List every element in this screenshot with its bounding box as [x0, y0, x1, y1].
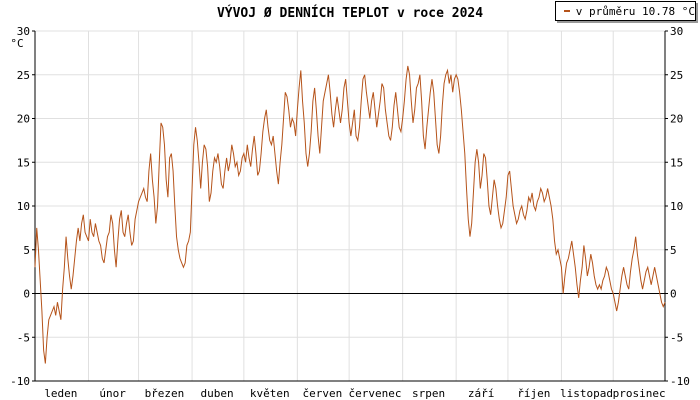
y-tick-label: 30: [17, 25, 30, 38]
x-tick-label: prosinec: [613, 387, 666, 400]
x-tick-labels: leden únor březen duben květen červen červenec…: [44, 387, 665, 400]
y-tick-label-right: 30: [670, 25, 683, 38]
legend-swatch: [564, 10, 570, 12]
x-tick-label: srpen: [412, 387, 445, 400]
y-tick-label-right: -5: [670, 331, 683, 344]
legend-label: v průměru 10.78 °C: [575, 4, 695, 18]
x-tick-label: leden: [44, 387, 77, 400]
x-tick-label: listopad: [560, 387, 613, 400]
x-tick-label: říjen: [517, 387, 550, 400]
y-tick-label-right: 5: [670, 244, 677, 257]
y-tick-label-right: 15: [670, 156, 683, 169]
y-tick-label: 25: [17, 69, 30, 82]
y-tick-label-right: 20: [670, 113, 683, 126]
y-tick-label: -5: [17, 331, 30, 344]
x-tick-label: duben: [201, 387, 234, 400]
y-tick-label-right: 0: [670, 288, 677, 301]
y-tick-label-right: 25: [670, 69, 683, 82]
y-tick-label: 20: [17, 113, 30, 126]
x-tick-label: březen: [145, 387, 185, 400]
y-tick-label: 5: [23, 244, 30, 257]
y-tick-label: 0: [23, 288, 30, 301]
x-tick-label: září: [468, 387, 495, 400]
y-tick-labels-left: -10 -5 0 5 10 15 20 25 30: [10, 25, 30, 388]
y-tick-label: -10: [10, 375, 30, 388]
x-tick-label: červen: [303, 387, 343, 400]
y-tick-label: 15: [17, 156, 30, 169]
y-tick-labels-right: -10 -5 0 5 10 15 20 25 30: [670, 25, 690, 388]
x-tick-label: únor: [99, 387, 126, 400]
y-tick-label: 10: [17, 200, 30, 213]
y-tick-label-right: 10: [670, 200, 683, 213]
y-axis-unit: °C: [10, 37, 23, 50]
x-tick-label: květen: [250, 387, 290, 400]
x-tick-label: červenec: [349, 387, 402, 400]
temperature-series-line: [34, 65, 666, 364]
axes: [32, 30, 668, 382]
y-tick-label-right: -10: [670, 375, 690, 388]
chart-title: VÝVOJ Ø DENNÍCH TEPLOT v roce 2024: [217, 5, 483, 21]
legend: v průměru 10.78 °C: [555, 1, 696, 21]
